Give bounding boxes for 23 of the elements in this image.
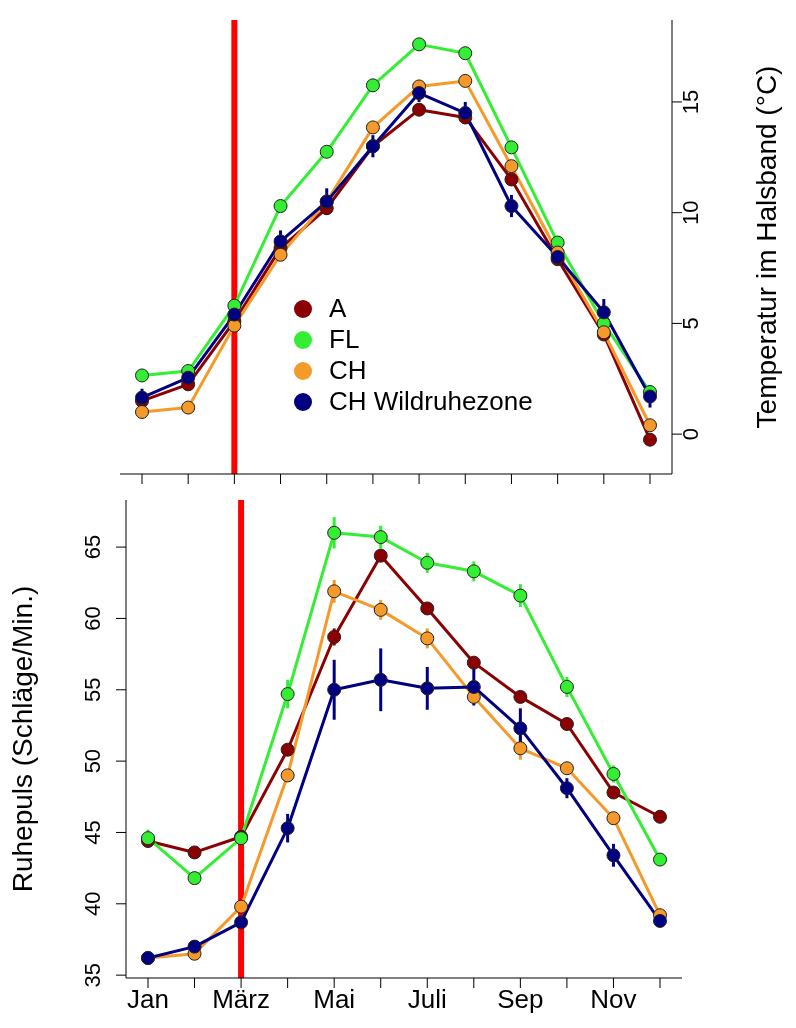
y-tick-label: 45: [80, 820, 105, 845]
y-tick-label: 15: [678, 89, 703, 115]
legend-label: A: [329, 293, 347, 324]
y-tick-label: 10: [678, 200, 703, 225]
y-tick-label: 65: [80, 534, 105, 560]
y-tick-label: 35: [80, 962, 105, 988]
y-tick-label: 60: [80, 606, 105, 631]
y-tick-label: 40: [80, 891, 105, 917]
legend-label: CH: [329, 355, 367, 386]
x-tick-label: März: [212, 984, 270, 1015]
y-tick-label: 50: [80, 748, 105, 774]
y-axis-title: Ruhepuls (Schläge/Min.): [6, 585, 38, 893]
y-tick-label: 0: [678, 428, 703, 441]
x-tick-label: Jan: [127, 984, 169, 1015]
legend-label: FL: [329, 324, 360, 355]
x-tick-label: Nov: [590, 984, 637, 1015]
y-axis-title: Temperatur im Halsband (°C): [750, 65, 782, 429]
legend-label: CH Wildruhezone: [329, 386, 533, 417]
y-tick-label: 5: [678, 317, 703, 330]
x-tick-label: Juli: [407, 984, 447, 1015]
x-tick-label: Sep: [497, 984, 544, 1015]
y-tick-label: 55: [80, 677, 105, 703]
x-tick-label: Mai: [313, 984, 356, 1015]
